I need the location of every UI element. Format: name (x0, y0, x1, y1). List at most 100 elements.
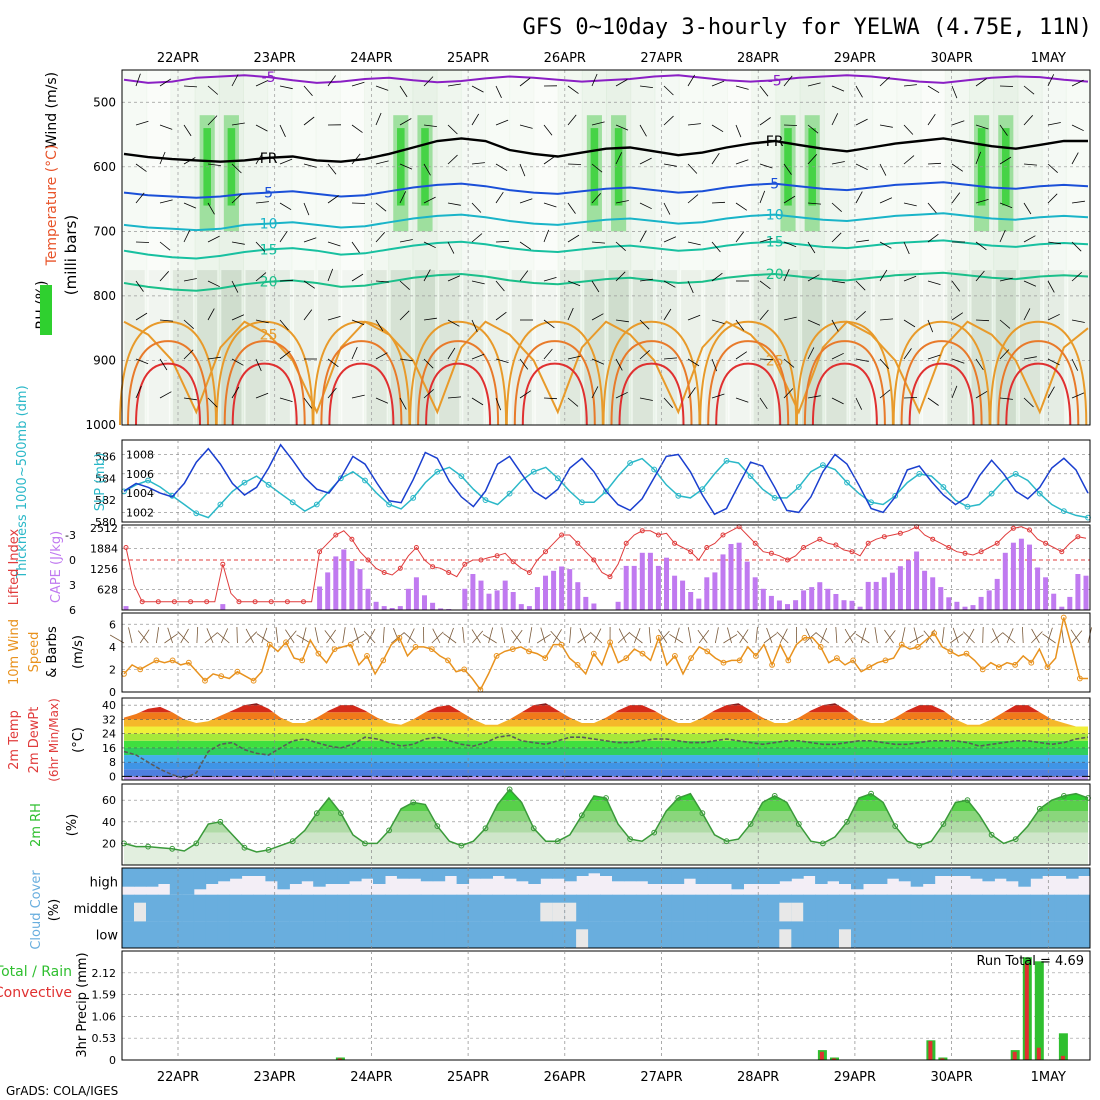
cloud-cell (134, 921, 147, 948)
wind-barb (447, 396, 462, 399)
rh-ylabel: 2m RH (29, 803, 44, 847)
wind-barb (1023, 115, 1033, 126)
wind-barb (759, 280, 771, 290)
rh-shade-low (342, 270, 363, 425)
rh-shade-low (318, 270, 339, 425)
wind-barb (279, 350, 291, 360)
wind-barb (495, 163, 508, 172)
surface-wind-barb (633, 627, 641, 644)
lifted-index-point (833, 542, 839, 548)
cape-bar (438, 608, 444, 610)
wind-barb (519, 270, 529, 282)
cape-bar (809, 587, 815, 610)
date-label-top: 28APR (737, 51, 779, 66)
cloud-cell (432, 894, 446, 922)
temp-band (124, 747, 1088, 756)
temp-tick: 24 (102, 728, 116, 741)
wind-barb (687, 163, 698, 174)
wind-speed-line-point (542, 655, 549, 661)
wind-barb (783, 241, 797, 248)
wind-barb (1047, 386, 1055, 399)
wind-barb (279, 230, 288, 243)
wind-barb (303, 397, 313, 409)
rh-shade-low (487, 270, 508, 425)
wind-barb (519, 198, 533, 204)
cape-bar (502, 580, 508, 610)
cape-bar (873, 581, 879, 610)
lifted-index-point (494, 553, 500, 559)
warm-isotherm (610, 340, 693, 426)
thickness-line-point (338, 475, 344, 482)
surface-wind-barb (432, 628, 441, 644)
wind-speed-line-point (509, 646, 516, 652)
cape-bar (325, 572, 331, 610)
wind-barb (855, 191, 863, 204)
isotherm-label: -5 (768, 73, 782, 89)
cape-tick: 628 (97, 583, 118, 596)
rh-shade-core (421, 128, 429, 206)
cloud-cell (731, 921, 744, 948)
rh-line-point (651, 829, 658, 836)
wind-barb (543, 319, 555, 329)
wind-barb (879, 76, 890, 87)
wind-barb (471, 202, 482, 213)
temp-band (124, 719, 1088, 727)
wind-frame (121, 612, 1091, 693)
rh-shade-low (535, 270, 557, 425)
wind-barb (543, 397, 558, 400)
wind-barb (975, 390, 988, 399)
wind-barb (879, 269, 888, 282)
surface-wind-barb (177, 631, 190, 644)
rh-shade-low (463, 270, 484, 425)
thickness-line-point (771, 495, 778, 501)
warm-isotherm (409, 320, 508, 426)
wind-barb (135, 120, 149, 126)
wind-speed-line-point (331, 646, 338, 652)
wind-barb (351, 81, 365, 87)
wind-barb (735, 202, 748, 211)
cloud-cell (1018, 894, 1031, 922)
wind-barb (447, 154, 458, 165)
wind-barb (231, 314, 245, 321)
wind-barb (159, 199, 173, 204)
rh-shade (944, 70, 970, 425)
rh-line-point (795, 821, 802, 827)
rh-band (124, 800, 1088, 811)
profile-ylabel-pressure: (milli bars) (62, 215, 80, 295)
thickness-line-point (916, 471, 923, 477)
precip-legend-total: Total / Rain (0, 964, 72, 980)
wind-barb (903, 124, 914, 135)
temp-ylabel-2: 2m DewPt (27, 707, 42, 774)
rh-line-point (241, 844, 248, 851)
rh-shade-low (439, 270, 460, 425)
wind-barb (327, 195, 339, 204)
wind-barb (591, 280, 600, 293)
surface-wind-barb (569, 627, 572, 644)
cloud-cell (145, 921, 159, 948)
cloud-cell (193, 921, 207, 948)
wind-barb (975, 358, 984, 371)
temp-band (124, 776, 1088, 780)
wind-barb (1047, 193, 1058, 204)
wind-barb (495, 311, 507, 321)
rh-shade-low (826, 270, 847, 425)
temp-tick: 32 (102, 713, 116, 726)
wind-barb (183, 319, 194, 329)
lifted-index-point (1075, 534, 1081, 540)
wind-barb (423, 269, 431, 282)
cape-bar (317, 586, 323, 610)
cape-bar (752, 577, 758, 610)
rh-line-point (603, 795, 609, 801)
wind-speed-line-point (720, 659, 727, 666)
isotherm-line (123, 239, 1089, 260)
wind-barb (183, 278, 197, 282)
cape-bar (688, 592, 694, 610)
wind-barb (183, 85, 198, 88)
cape-bar (672, 575, 678, 610)
cape-bar (849, 600, 855, 610)
cloud-cell (432, 868, 446, 882)
wind-barb (615, 200, 629, 204)
warm-isotherm (127, 340, 209, 426)
wind-tick: 6 (109, 618, 116, 631)
wind-barb (207, 202, 215, 215)
